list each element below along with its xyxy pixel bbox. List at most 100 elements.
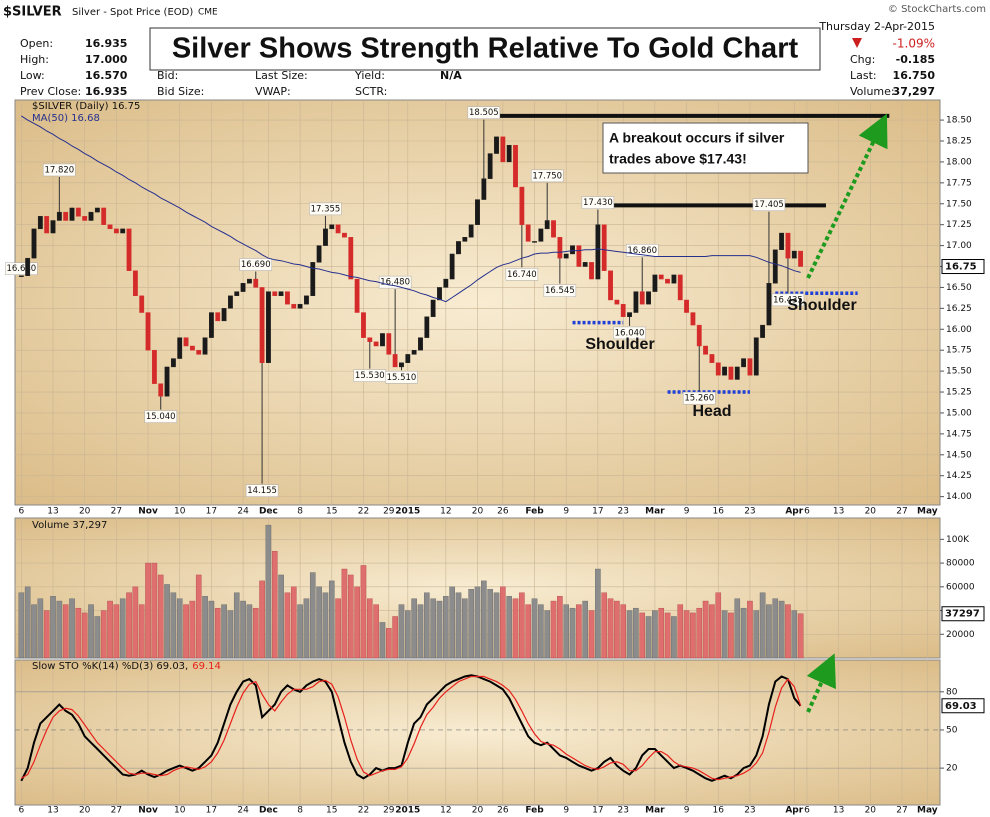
callout-label: 16.690 (241, 260, 271, 270)
volume-bar (664, 612, 671, 659)
candle (94, 207, 100, 213)
y-tick-label: 80000 (946, 559, 975, 569)
y-tick-label: 20000 (946, 630, 975, 640)
volume-bar (297, 604, 303, 659)
callout-box (43, 163, 76, 177)
volume-bar (183, 604, 189, 659)
x-tick-label: Dec (259, 806, 278, 816)
candle (589, 262, 594, 280)
candle (234, 291, 240, 297)
callout-label: 16.640 (6, 264, 36, 274)
x-tick-label: 6 (18, 806, 24, 816)
candle (240, 283, 246, 292)
quote-label: VWAP: (255, 85, 291, 98)
note-box (602, 122, 809, 174)
candle (500, 136, 506, 163)
x-tick-label: 15 (326, 806, 337, 816)
callout-label: 16.435 (773, 295, 803, 305)
last-value-tag (941, 698, 985, 714)
volume-bar (531, 598, 538, 659)
x-tick-label: 10 (174, 507, 186, 517)
x-tick-label: 23 (744, 507, 755, 517)
candle (329, 224, 335, 230)
quote-label: Volume: (850, 85, 895, 98)
volume-bar (31, 604, 37, 659)
callout-label: 17.405 (754, 200, 784, 210)
candle (582, 262, 588, 267)
candle (411, 349, 417, 355)
candle (513, 144, 518, 188)
volume-bar (75, 607, 82, 659)
candle (532, 241, 537, 243)
callout-box (239, 258, 273, 271)
volume-bar (493, 592, 500, 659)
volume-bar (436, 600, 443, 659)
volume-bar (677, 604, 684, 659)
x-tick-label: 20 (865, 806, 877, 816)
candle (126, 228, 132, 271)
y-tick-label: 17.00 (946, 241, 972, 251)
candle (690, 312, 696, 326)
x-tick-label: Nov (138, 806, 158, 816)
volume-bar (778, 600, 785, 659)
quote-value: 16.570 (85, 69, 128, 82)
volume-bar (715, 592, 722, 659)
y-tick-label: 17.75 (946, 178, 972, 188)
candle (753, 337, 759, 376)
last-value-tag (941, 259, 985, 275)
candle (608, 270, 613, 301)
x-tick-label: 17 (206, 507, 217, 517)
candle (44, 216, 50, 234)
candle (519, 186, 525, 225)
volume-bar (360, 565, 367, 659)
volume-bar (138, 604, 145, 659)
candle (297, 303, 303, 309)
volume-bar (772, 598, 779, 659)
callout-box (467, 106, 501, 119)
volume-bar (132, 586, 139, 659)
candle (747, 358, 753, 376)
plot-layer: 6 13 20 27 Nov 10 17 24 Dec 8 15 22 29 2015 12 20 26 Feb 9… (5, 100, 985, 816)
volume-bar (550, 600, 557, 659)
y-tick-label: 50 (946, 725, 958, 735)
candle (798, 250, 804, 267)
callout-label: 17.355 (311, 204, 341, 214)
candle (75, 207, 81, 217)
volume-bar (265, 524, 272, 659)
volume-bar (652, 610, 658, 659)
candle (766, 283, 772, 326)
volume-bar (100, 610, 107, 659)
x-tick-label: Mar (645, 806, 665, 816)
x-tick-label: 13 (47, 806, 58, 816)
quote-value: 16.935 (85, 85, 127, 98)
x-tick-label: Dec (259, 507, 278, 517)
candle (151, 349, 157, 384)
x-tick-label: 27 (896, 806, 907, 816)
y-tick-label: 14.25 (946, 471, 972, 481)
volume-bar (506, 596, 512, 659)
volume-bar (449, 586, 455, 659)
x-tick-label: 22 (358, 507, 369, 517)
x-tick-label: 20 (865, 507, 877, 517)
volume-bar (322, 592, 329, 659)
volume-bar (690, 612, 696, 659)
candle (551, 220, 556, 238)
volume-bar (614, 600, 620, 659)
volume-bar (569, 607, 576, 659)
callout-box (245, 484, 279, 497)
candle (139, 295, 145, 313)
candle (323, 228, 328, 246)
callout-label: 16.545 (545, 286, 575, 296)
y-tick-label: 20 (946, 764, 958, 774)
volume-bar (417, 604, 424, 659)
candle (791, 250, 797, 259)
volume-bar (607, 598, 614, 659)
x-tick-label: 17 (592, 507, 603, 517)
volume-bar (405, 610, 411, 659)
callout-label: 16.860 (627, 246, 657, 256)
volume-bar (316, 586, 322, 659)
x-tick-label: 2015 (395, 806, 420, 816)
y-tick-label: 18.00 (946, 157, 972, 167)
volume-bar (176, 598, 183, 659)
volume-bar (119, 598, 126, 659)
